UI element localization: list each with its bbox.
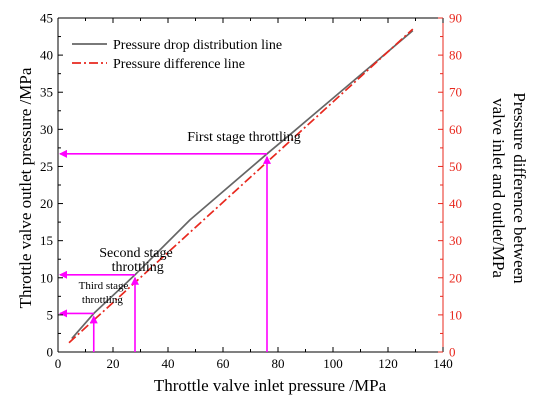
y-left-axis-title: Throttle valve outlet pressure /MPa [16, 67, 35, 308]
y-left-tick-label: 15 [40, 233, 53, 248]
y-left-tick-label: 5 [47, 307, 54, 322]
x-tick-label: 40 [162, 356, 175, 371]
throttling-label-2: Second stage [99, 246, 172, 261]
y-left-tick-label: 45 [40, 11, 53, 26]
y-right-tick-label: 30 [449, 233, 462, 248]
x-tick-label: 80 [272, 356, 285, 371]
y-right-tick-label: 0 [449, 345, 456, 360]
legend: Pressure drop distribution line Pressure … [72, 38, 282, 72]
x-tick-label: 60 [217, 356, 230, 371]
y-right-tick-label: 20 [449, 270, 462, 285]
y-right-tick-label: 40 [449, 196, 462, 211]
y-right-tick-label: 70 [449, 85, 462, 100]
throttling-label-3: Third stage [79, 280, 129, 292]
y-left-tick-label: 30 [40, 122, 53, 137]
x-tick-label: 0 [55, 356, 62, 371]
series-layer [68, 28, 414, 344]
y-right-axis-title-line2: valve inlet and outlet/MPa [489, 98, 508, 278]
tick-layer: 0 20 40 60 80 100 120 1400510152025303540450102… [40, 11, 462, 372]
x-tick-label: 100 [323, 356, 343, 371]
y-left-tick-label: 35 [40, 85, 53, 100]
x-tick-label: 120 [378, 356, 398, 371]
throttling-label-2-line2: throttling [112, 260, 164, 275]
legend-label-2: Pressure difference line [113, 57, 245, 72]
legend-label-1: Pressure drop distribution line [113, 38, 282, 53]
y-left-tick-label: 0 [47, 345, 54, 360]
throttling-label-3-line2: throttling [82, 294, 123, 306]
y-left-tick-label: 10 [40, 270, 53, 285]
y-right-tick-label: 50 [449, 159, 462, 174]
series-line-2 [68, 28, 414, 344]
throttling-label-1: First stage throttling [187, 130, 301, 145]
x-tick-label: 140 [433, 356, 453, 371]
series-line-1 [71, 29, 414, 340]
y-right-tick-label: 80 [449, 48, 462, 63]
y-left-tick-label: 40 [40, 48, 53, 63]
x-axis-title: Throttle valve inlet pressure /MPa [154, 376, 387, 395]
y-right-tick-label: 90 [449, 11, 462, 26]
y-right-axis-title-line1: Pressure difference between [510, 92, 529, 284]
y-left-tick-label: 25 [40, 159, 53, 174]
y-left-tick-label: 20 [40, 196, 53, 211]
x-tick-label: 20 [107, 356, 120, 371]
y-right-tick-label: 10 [449, 307, 462, 322]
y-right-tick-label: 60 [449, 122, 462, 137]
